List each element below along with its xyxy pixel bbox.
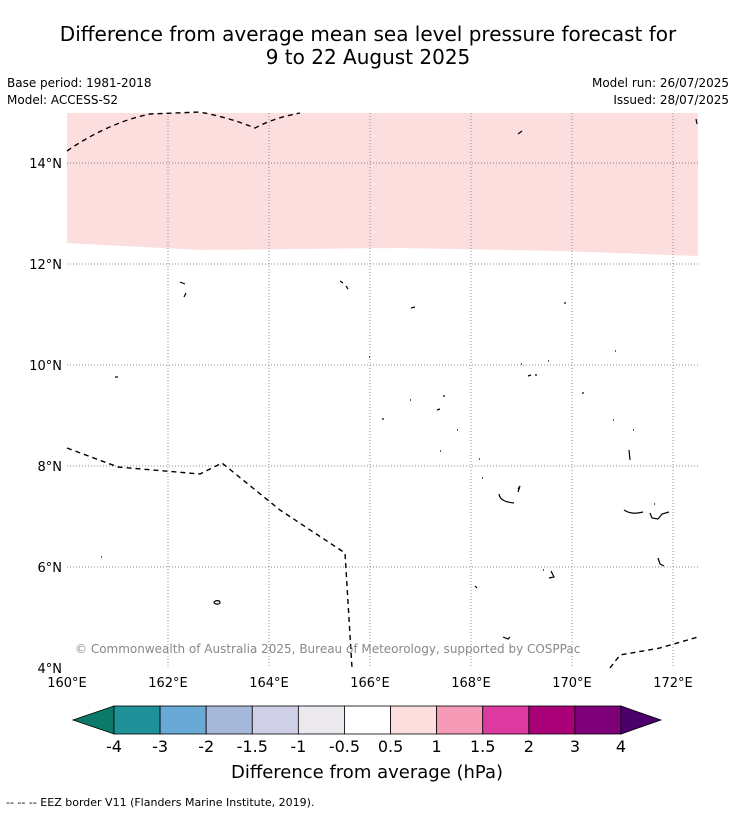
colorbar-tick-label: -4 [106, 737, 122, 756]
model-name: Model: ACCESS-S2 [7, 93, 119, 107]
pressure-anomaly-shading [67, 113, 698, 256]
colorbar-tick-label: 3 [570, 737, 580, 756]
gridlines [67, 113, 698, 668]
colorbar-tick-label: -1.5 [237, 737, 268, 756]
lon-label: 168°E [451, 676, 491, 691]
colorbar-segment [574, 705, 622, 735]
longitude-labels: 160°E 162°E 164°E 166°E 168°E 170°E 172°… [47, 676, 693, 691]
colorbar-label: Difference from average (hPa) [231, 762, 503, 783]
lon-label: 162°E [148, 676, 188, 691]
title-line-2: 9 to 22 August 2025 [265, 45, 471, 69]
colorbar-extend-low [71, 705, 115, 735]
colorbar-segment [528, 705, 576, 735]
lon-label: 160°E [47, 676, 87, 691]
colorbar-segment [113, 705, 161, 735]
eez-borders [66, 111, 699, 669]
lon-label: 164°E [249, 676, 289, 691]
lat-label: 14°N [29, 157, 62, 172]
colorbar-tick-label: 2 [524, 737, 534, 756]
lon-label: 166°E [350, 676, 390, 691]
colorbar [71, 705, 663, 735]
colorbar-segment [251, 705, 299, 735]
colorbar-tick-label: 4 [616, 737, 626, 756]
lon-label: 170°E [552, 676, 592, 691]
colorbar-tick-label: 1 [432, 737, 442, 756]
copyright-text: © Commonwealth of Australia 2025, Bureau… [75, 642, 580, 656]
colorbar-segment [205, 705, 253, 735]
colorbar-segment [390, 705, 438, 735]
colorbar-extend-high [620, 705, 663, 735]
colorbar-tick-label: -1 [290, 737, 306, 756]
colorbar-tick-label: 1.5 [470, 737, 495, 756]
colorbar-segment [159, 705, 207, 735]
colorbar-segment [344, 705, 391, 735]
colorbar-tick-label: -2 [198, 737, 214, 756]
lat-label: 8°N [38, 460, 63, 475]
model-run: Model run: 26/07/2025 [591, 76, 729, 90]
lat-label: 6°N [38, 561, 63, 576]
base-period: Base period: 1981-2018 [7, 76, 152, 90]
lat-label: 4°N [38, 662, 63, 677]
colorbar-tick-label: 0.5 [378, 737, 403, 756]
title-line-1: Difference from average mean sea level p… [59, 22, 677, 46]
latitude-labels: 14°N 12°N 10°N 8°N 6°N 4°N [29, 157, 62, 677]
lat-label: 10°N [29, 359, 62, 374]
colorbar-ticks: -4 -3 -2 -1.5 -1 -0.5 0.5 1 1.5 2 3 4 [106, 737, 626, 756]
colorbar-segment [482, 705, 530, 735]
island-outlines [101, 118, 698, 640]
colorbar-segment [436, 705, 484, 735]
colorbar-tick-label: -0.5 [329, 737, 360, 756]
colorbar-tick-label: -3 [152, 737, 168, 756]
eez-footnote: -- -- -- EEZ border V11 (Flanders Marine… [6, 796, 315, 809]
lon-label: 172°E [653, 676, 693, 691]
lat-label: 12°N [29, 258, 62, 273]
colorbar-segment [297, 705, 345, 735]
issued-date: Issued: 28/07/2025 [613, 93, 729, 107]
